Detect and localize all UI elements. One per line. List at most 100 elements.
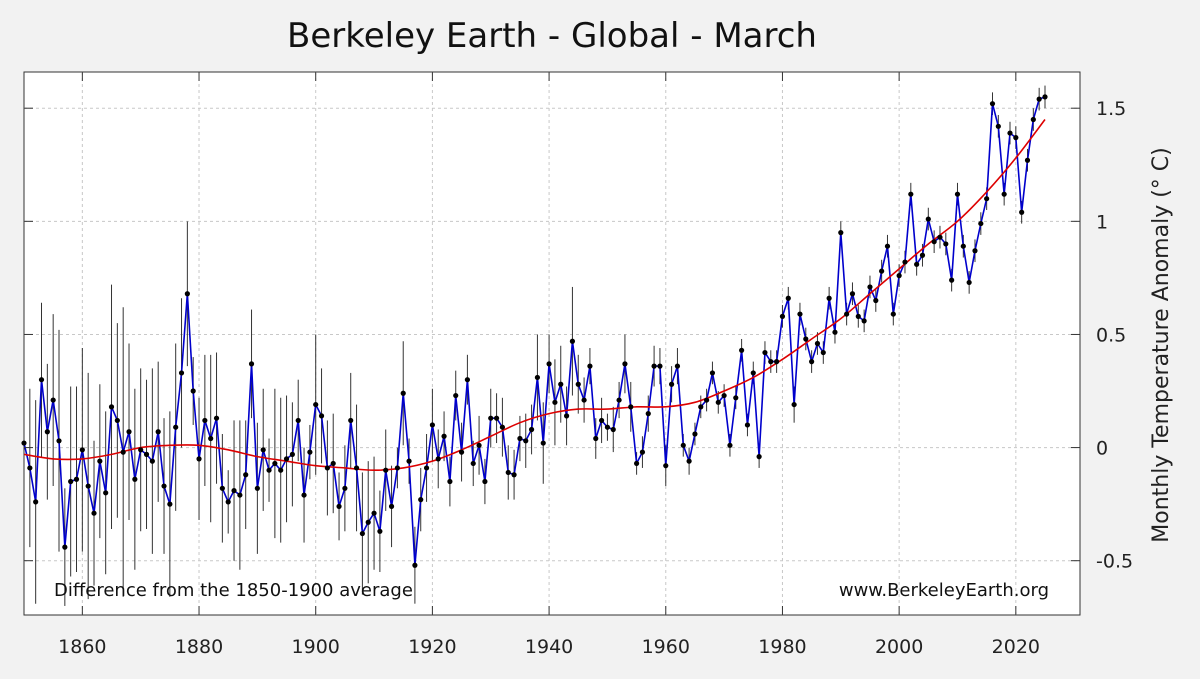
data-point — [213, 415, 220, 421]
data-point — [937, 234, 943, 240]
data-point — [21, 440, 27, 446]
x-tick-label: 1900 — [292, 636, 340, 658]
data-point — [768, 359, 774, 365]
data-point — [633, 460, 640, 467]
data-point — [581, 397, 587, 403]
data-point — [272, 460, 278, 467]
data-point — [132, 476, 138, 482]
data-point — [908, 191, 914, 197]
data-point — [464, 377, 471, 383]
source-credit: www.BerkeleyEarth.org — [839, 580, 1049, 601]
data-point — [803, 336, 809, 342]
data-point — [604, 424, 611, 430]
data-point — [167, 501, 173, 507]
y-tick-label: 1.5 — [1096, 98, 1126, 120]
data-point — [750, 370, 756, 376]
data-point — [984, 196, 990, 202]
data-point — [441, 433, 447, 439]
data-point — [820, 349, 826, 356]
data-point — [56, 438, 62, 444]
data-point — [33, 499, 39, 505]
x-tick-label: 2000 — [875, 636, 923, 658]
data-point — [931, 239, 937, 245]
data-point — [511, 472, 517, 478]
data-point — [849, 291, 856, 297]
data-point — [622, 361, 628, 367]
data-point — [27, 465, 33, 471]
data-point — [744, 422, 751, 428]
data-point — [791, 401, 797, 408]
data-point — [219, 485, 225, 491]
x-tick-label: 1880 — [175, 636, 223, 658]
data-point — [196, 456, 202, 462]
data-point — [254, 485, 260, 491]
data-point — [756, 454, 762, 460]
data-point — [651, 363, 657, 369]
data-point — [493, 415, 500, 421]
data-point — [38, 377, 45, 383]
data-point — [873, 297, 879, 304]
x-tick-label: 2020 — [992, 636, 1040, 658]
data-point — [348, 417, 354, 424]
data-point — [762, 349, 768, 356]
data-point — [686, 458, 692, 464]
data-point — [85, 483, 91, 489]
data-point — [832, 329, 838, 335]
data-point — [423, 465, 430, 471]
data-point — [289, 451, 295, 457]
data-point — [698, 404, 704, 410]
y-tick-label: 1 — [1096, 211, 1108, 233]
data-point — [143, 451, 150, 457]
data-point — [563, 413, 570, 419]
data-point — [377, 528, 383, 534]
data-point — [243, 472, 249, 478]
data-point — [890, 311, 896, 317]
data-point — [266, 467, 272, 473]
data-point — [528, 426, 535, 433]
data-point — [231, 487, 237, 494]
data-point — [628, 404, 634, 410]
data-point — [569, 338, 576, 344]
data-point — [575, 381, 581, 387]
y-tick-label: 0.5 — [1096, 324, 1126, 346]
data-point — [91, 510, 97, 516]
data-point — [318, 413, 325, 419]
data-point — [639, 449, 646, 455]
data-point — [709, 370, 716, 376]
x-tick-label: 1860 — [58, 636, 106, 658]
data-point — [447, 478, 453, 485]
data-point — [505, 469, 511, 476]
data-point — [208, 435, 214, 442]
data-point — [435, 456, 441, 462]
data-point — [540, 440, 546, 446]
data-point — [715, 399, 721, 405]
data-point — [826, 295, 832, 301]
x-tick-label: 1920 — [408, 636, 456, 658]
x-tick-label: 1980 — [758, 636, 806, 658]
data-point — [593, 435, 599, 442]
data-point — [482, 478, 488, 485]
data-point — [972, 248, 978, 254]
data-point — [838, 230, 844, 236]
data-point — [178, 370, 185, 376]
data-point — [587, 363, 593, 369]
data-point — [978, 220, 984, 227]
data-point — [295, 417, 301, 424]
data-point — [155, 429, 161, 435]
data-point — [1019, 209, 1025, 215]
data-point — [657, 363, 663, 369]
data-point — [645, 411, 651, 417]
data-point — [680, 442, 686, 448]
data-point — [855, 313, 861, 319]
data-point — [1013, 135, 1019, 141]
data-point — [1024, 157, 1031, 163]
data-point — [307, 449, 313, 455]
data-point — [406, 458, 412, 464]
data-point — [879, 268, 885, 274]
data-point — [173, 424, 179, 430]
data-point — [394, 465, 400, 471]
data-point — [1042, 94, 1048, 100]
data-point — [73, 476, 80, 482]
data-point — [844, 311, 850, 317]
